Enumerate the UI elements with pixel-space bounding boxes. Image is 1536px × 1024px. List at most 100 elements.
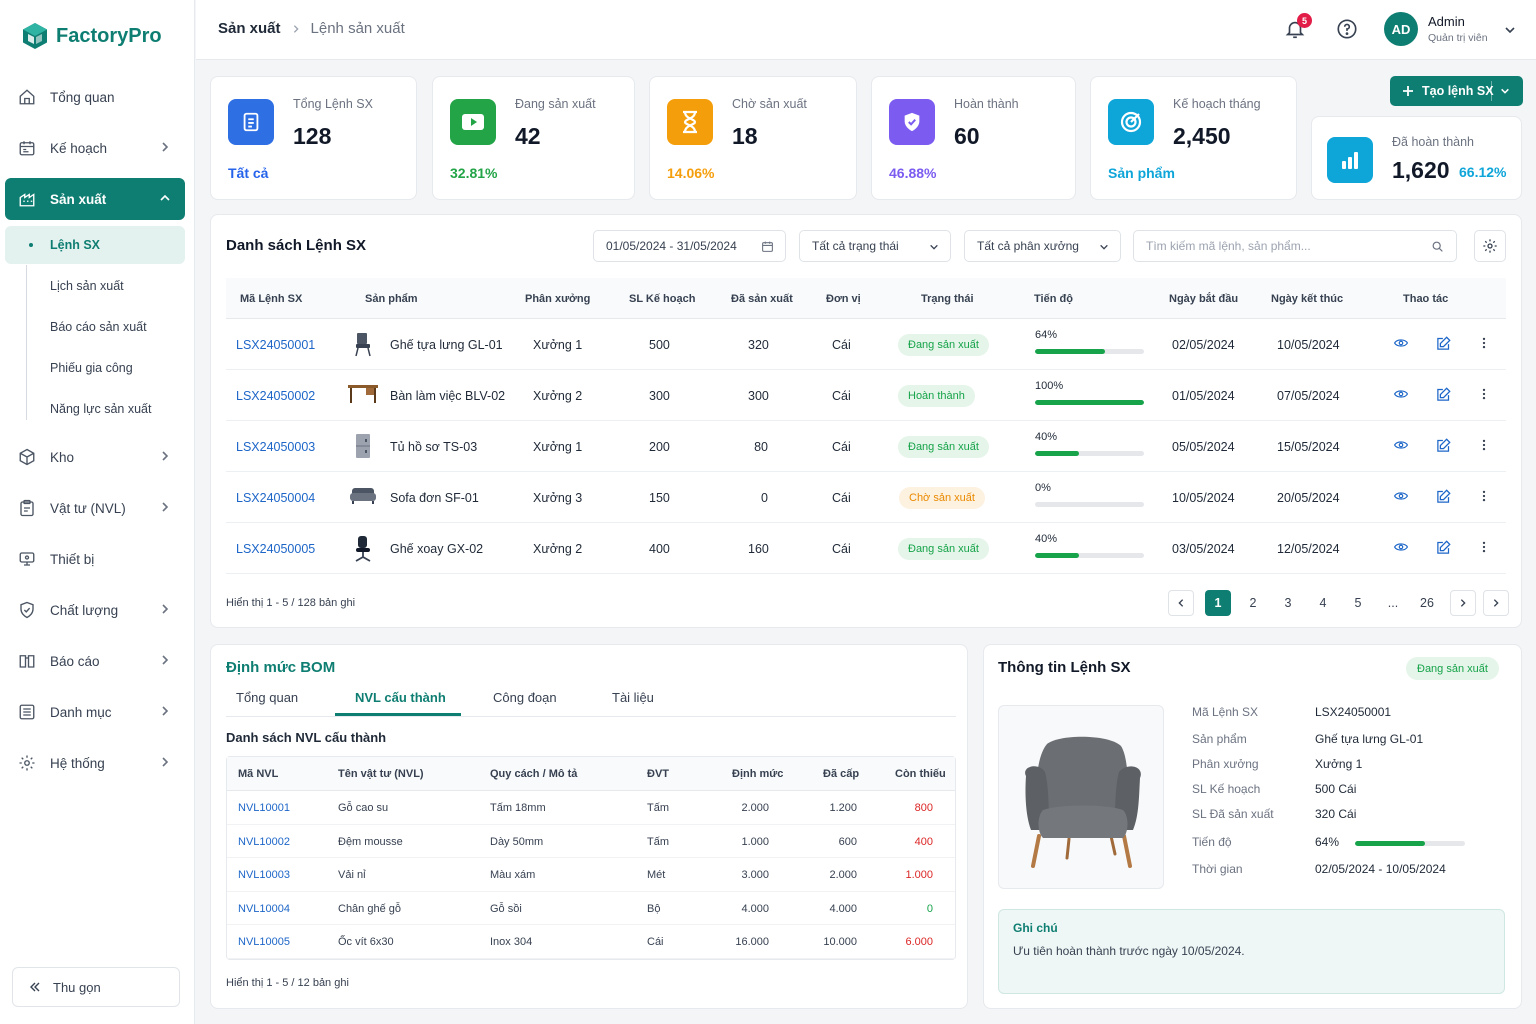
stat-card-total[interactable]: Tổng Lệnh SX 128 Tất cả bbox=[210, 76, 417, 200]
more-vertical-icon[interactable] bbox=[1477, 336, 1491, 350]
table-settings-button[interactable] bbox=[1474, 230, 1506, 262]
info-label: SL Đã sản xuất bbox=[1192, 807, 1274, 821]
breadcrumb-item[interactable]: Sản xuất bbox=[218, 20, 281, 37]
sidebar-item-production[interactable]: Sản xuất bbox=[5, 178, 185, 220]
tab-overview[interactable]: Tổng quan bbox=[236, 690, 299, 705]
sidebar-subitem-capacity[interactable]: Năng lực sản xuất bbox=[5, 390, 185, 428]
more-vertical-icon[interactable] bbox=[1477, 438, 1491, 452]
stat-card-in-production[interactable]: Đang sản xuất 42 32.81% bbox=[432, 76, 635, 200]
page-button[interactable]: 1 bbox=[1205, 590, 1231, 616]
workshop: Xưởng 3 bbox=[533, 491, 583, 505]
table-row[interactable]: NVL10005 Ốc vít 6x30 Inox 304 Cái 16.000… bbox=[227, 925, 955, 959]
sidebar-item-equipment[interactable]: Thiết bị bbox=[5, 538, 185, 580]
table-row[interactable]: LSX24050005 Ghế xoay GX-02 Xưởng 2 400 1… bbox=[226, 523, 1506, 574]
table-row[interactable]: LSX24050001 Ghế tựa lưng GL-01 Xưởng 1 5… bbox=[226, 319, 1506, 370]
material-code-link[interactable]: NVL10002 bbox=[238, 835, 290, 848]
table-row[interactable]: LSX24050003 Tủ hồ sơ TS-03 Xưởng 1 200 8… bbox=[226, 421, 1506, 472]
last-page-button[interactable] bbox=[1483, 590, 1509, 616]
collapse-sidebar-button[interactable]: Thu gọn bbox=[12, 967, 180, 1007]
chevron-down-icon[interactable] bbox=[1500, 86, 1510, 96]
edit-icon[interactable] bbox=[1436, 336, 1451, 351]
order-code-link[interactable]: LSX24050004 bbox=[236, 491, 316, 505]
page-button[interactable]: 4 bbox=[1319, 596, 1327, 610]
tab-operations[interactable]: Công đoạn bbox=[493, 690, 557, 705]
sidebar-item-system[interactable]: Hệ thống bbox=[5, 742, 185, 784]
sidebar-item-warehouse[interactable]: Kho bbox=[5, 436, 185, 478]
plan-qty: 500 bbox=[649, 338, 670, 352]
help-icon[interactable] bbox=[1336, 18, 1358, 40]
sidebar-subitem-schedule[interactable]: Lịch sản xuất bbox=[5, 267, 185, 305]
eye-icon[interactable] bbox=[1394, 540, 1408, 554]
edit-icon[interactable] bbox=[1436, 387, 1451, 402]
material-code-link[interactable]: NVL10004 bbox=[238, 902, 290, 915]
material-code-link[interactable]: NVL10001 bbox=[238, 802, 290, 814]
table-row[interactable]: NVL10004 Chân ghế gỗ Gỗ sồi Bộ 4.000 4.0… bbox=[227, 892, 955, 926]
edit-icon[interactable] bbox=[1436, 438, 1451, 453]
avatar[interactable]: AD bbox=[1384, 12, 1418, 46]
edit-icon[interactable] bbox=[1436, 489, 1451, 504]
sidebar-item-label: Báo cáo bbox=[50, 653, 100, 669]
unit: Cái bbox=[832, 389, 851, 403]
order-code-link[interactable]: LSX24050002 bbox=[236, 389, 316, 403]
sidebar-item-reports[interactable]: Báo cáo bbox=[5, 640, 185, 682]
status-filter-select[interactable]: Tất cả trạng thái bbox=[799, 230, 951, 262]
sidebar-item-overview[interactable]: Tổng quan bbox=[5, 76, 185, 118]
material-spec: Tấm 18mm bbox=[490, 802, 546, 814]
tab-materials[interactable]: NVL cấu thành bbox=[355, 690, 446, 705]
page-button[interactable]: 5 bbox=[1354, 596, 1362, 610]
plan-qty: 200 bbox=[649, 440, 670, 454]
order-code-link[interactable]: LSX24050001 bbox=[236, 338, 316, 352]
sidebar-subitem-orders[interactable]: Lệnh SX bbox=[5, 226, 185, 264]
stat-card-waiting[interactable]: Chờ sản xuất 18 14.06% bbox=[649, 76, 857, 200]
workshop-filter-select[interactable]: Tất cả phân xưởng bbox=[964, 230, 1121, 262]
page-button[interactable]: 3 bbox=[1284, 596, 1292, 610]
info-value: 64% bbox=[1315, 835, 1340, 849]
table-row[interactable]: NVL10001 Gỗ cao su Tấm 18mm Tấm 2.000 1.… bbox=[227, 791, 955, 825]
search-input[interactable]: Tìm kiếm mã lệnh, sản phẩm... bbox=[1133, 230, 1457, 262]
table-row[interactable]: NVL10003 Vải nỉ Màu xám Mét 3.000 2.000 … bbox=[227, 858, 955, 892]
tab-documents[interactable]: Tài liệu bbox=[612, 690, 654, 705]
more-vertical-icon[interactable] bbox=[1477, 540, 1491, 554]
date-range-picker[interactable]: 01/05/2024 - 31/05/2024 bbox=[593, 230, 786, 262]
sidebar-subitem-outsourcing[interactable]: Phiếu gia công bbox=[5, 349, 185, 387]
order-code-link[interactable]: LSX24050003 bbox=[236, 440, 316, 454]
stat-card-completed[interactable]: Hoàn thành 60 46.88% bbox=[871, 76, 1076, 200]
table-row[interactable]: LSX24050002 Bàn làm việc BLV-02 Xưởng 2 … bbox=[226, 370, 1506, 421]
more-vertical-icon[interactable] bbox=[1477, 387, 1491, 401]
note-text: Ưu tiên hoàn thành trước ngày 10/05/2024… bbox=[1013, 944, 1245, 958]
prev-page-button[interactable] bbox=[1168, 590, 1194, 616]
stat-card-monthly-plan[interactable]: Kế hoạch tháng 2,450 Sản phẩm bbox=[1090, 76, 1297, 200]
stat-sub: Sản phẩm bbox=[1108, 165, 1175, 181]
stat-card-done-qty[interactable]: Đã hoàn thành 1,620 66.12% bbox=[1311, 116, 1522, 200]
sidebar-item-label: Hệ thống bbox=[50, 755, 105, 771]
edit-icon[interactable] bbox=[1436, 540, 1451, 555]
logo[interactable]: FactoryPro bbox=[22, 22, 162, 50]
sidebar-item-materials[interactable]: Vật tư (NVL) bbox=[5, 487, 185, 529]
create-order-button[interactable]: Tạo lệnh SX bbox=[1390, 76, 1523, 106]
eye-icon[interactable] bbox=[1394, 438, 1408, 452]
sidebar-item-catalog[interactable]: Danh mục bbox=[5, 691, 185, 733]
material-code-link[interactable]: NVL10005 bbox=[238, 936, 290, 949]
order-code-link[interactable]: LSX24050005 bbox=[236, 542, 316, 556]
info-order-code-link[interactable]: LSX24050001 bbox=[1315, 705, 1392, 719]
table-row[interactable]: NVL10002 Đệm mousse Dày 50mm Tấm 1.000 6… bbox=[227, 825, 955, 859]
sidebar-subitem-report[interactable]: Báo cáo sản xuất bbox=[5, 308, 185, 346]
page-button[interactable]: 2 bbox=[1249, 596, 1257, 610]
unit: Cái bbox=[832, 338, 851, 352]
sidebar-item-label: Sản xuất bbox=[50, 191, 107, 207]
user-name[interactable]: Admin bbox=[1428, 14, 1465, 29]
material-code-link[interactable]: NVL10003 bbox=[238, 869, 290, 882]
sidebar-item-plan[interactable]: Kế hoạch bbox=[5, 127, 185, 169]
more-vertical-icon[interactable] bbox=[1477, 489, 1491, 503]
page-button[interactable]: 26 bbox=[1420, 596, 1434, 610]
next-page-button[interactable] bbox=[1450, 590, 1476, 616]
table-row[interactable]: LSX24050004 Sofa đơn SF-01 Xưởng 3 150 0… bbox=[226, 472, 1506, 523]
eye-icon[interactable] bbox=[1394, 489, 1408, 503]
progress-fill bbox=[1035, 400, 1144, 405]
eye-icon[interactable] bbox=[1394, 336, 1408, 350]
sidebar-item-quality[interactable]: Chất lượng bbox=[5, 589, 185, 631]
unit: Cái bbox=[832, 542, 851, 556]
chevron-down-icon[interactable] bbox=[1504, 24, 1516, 36]
eye-icon[interactable] bbox=[1394, 387, 1408, 401]
collapse-label: Thu gọn bbox=[53, 979, 101, 995]
